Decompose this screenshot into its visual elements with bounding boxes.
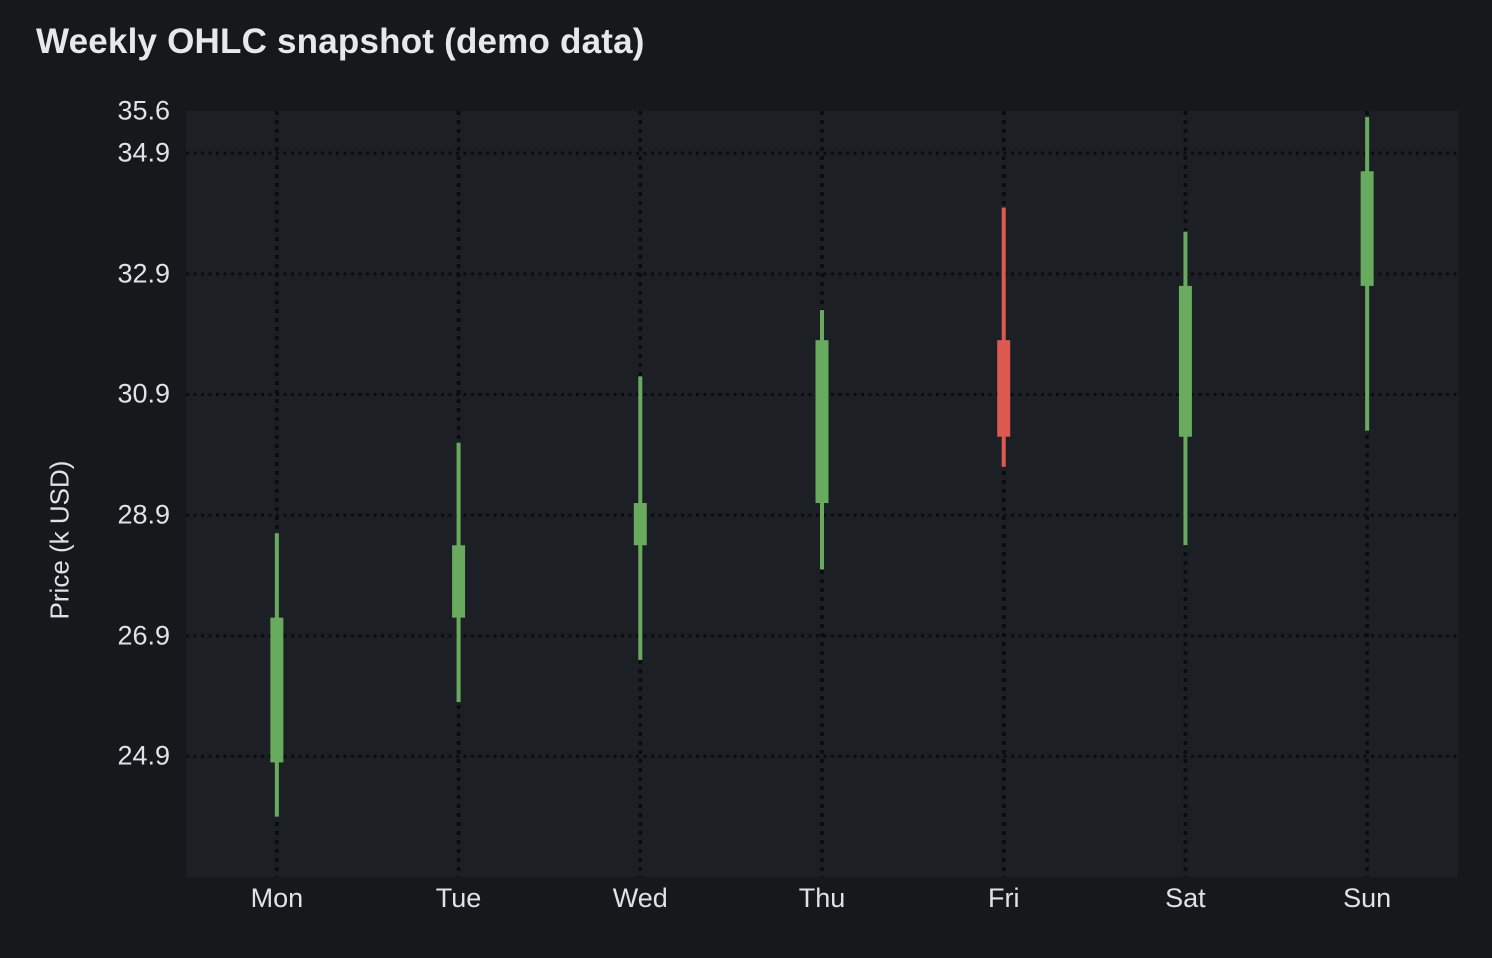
plot-area[interactable] [186,111,1458,877]
candle-body [815,340,829,504]
candle-mon[interactable] [270,533,284,817]
candle-wick [1001,207,1006,467]
y-tick-label-26.9: 26.9 [117,620,170,651]
x-tick-label-sat: Sat [1165,883,1206,913]
x-tick-label-fri: Fri [987,883,1020,913]
candle-tue[interactable] [452,442,466,703]
y-tick-label-30.9: 30.9 [117,378,170,409]
candle-body [452,545,466,618]
y-tick-label-32.9: 32.9 [117,258,170,289]
candle-body [1360,171,1374,286]
y-tick-label-34.9: 34.9 [117,137,170,168]
candle-thu[interactable] [815,310,829,570]
x-tick-label-sun: Sun [1343,883,1392,913]
candle-body [1178,285,1192,437]
candle-body [270,617,284,763]
y-tick-label-35.6: 35.6 [117,95,170,126]
candle-wed[interactable] [633,376,647,660]
y-axis-title: Price (k USD) [44,460,75,620]
candle-sat[interactable] [1178,231,1192,546]
plot-svg [186,111,1458,877]
candle-body [997,340,1011,437]
y-tick-label-28.9: 28.9 [117,499,170,530]
candle-fri[interactable] [997,207,1011,467]
candle-sun[interactable] [1360,117,1374,431]
x-tick-label-thu: Thu [798,883,846,913]
x-tick-label-tue: Tue [435,883,482,913]
x-tick-label-mon: Mon [250,883,304,913]
chart-title: Weekly OHLC snapshot (demo data) [36,22,645,61]
x-tick-label-wed: Wed [612,883,668,913]
candle-body [633,503,647,546]
y-tick-label-24.9: 24.9 [117,740,170,771]
